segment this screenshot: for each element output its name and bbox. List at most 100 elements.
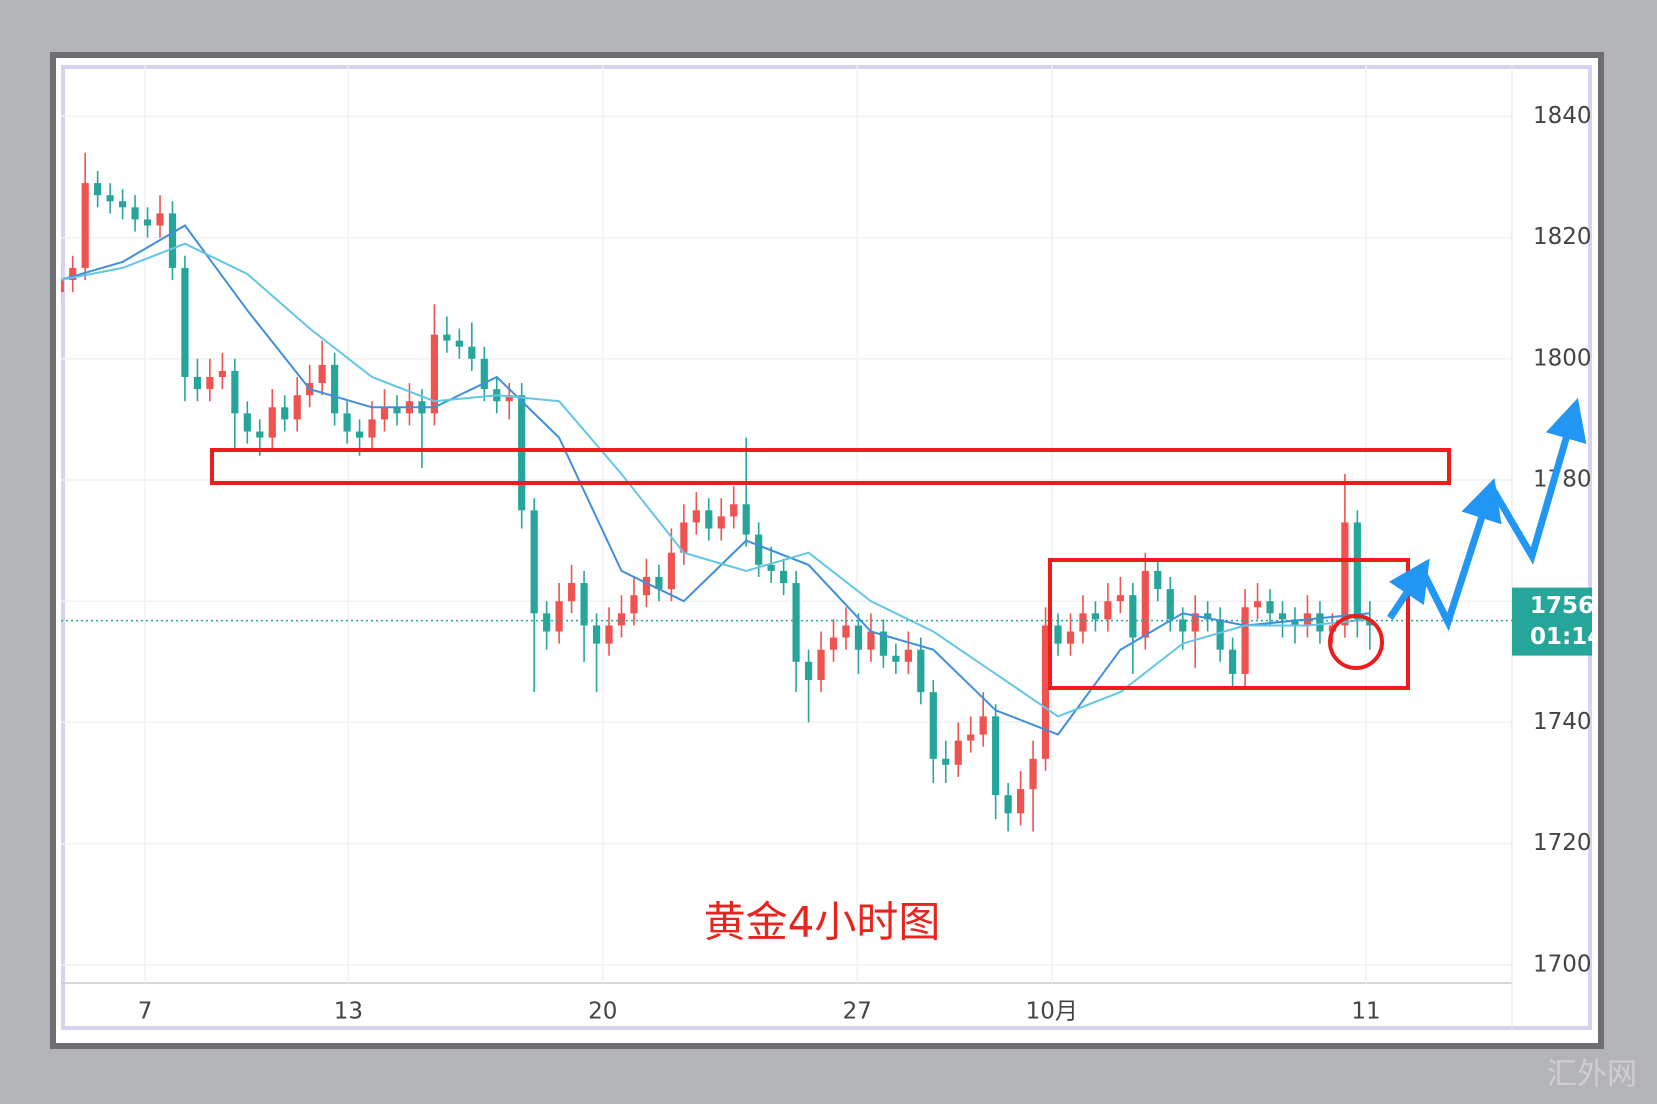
candle-body bbox=[206, 377, 214, 390]
candle-body bbox=[792, 583, 800, 662]
candle-body bbox=[742, 504, 750, 535]
price-axis: 1700.01720.01740.01760.01780.01800.01820… bbox=[1512, 103, 1619, 977]
candle-body bbox=[94, 183, 102, 196]
candle-body bbox=[393, 407, 401, 414]
candle-body bbox=[455, 340, 463, 347]
y-tick-label: 1800.0 bbox=[1533, 345, 1613, 371]
candle-body bbox=[867, 631, 875, 650]
candle-body bbox=[168, 213, 177, 268]
last-price-tag bbox=[1512, 587, 1592, 656]
candle-body bbox=[106, 195, 114, 202]
candle-body bbox=[655, 576, 663, 590]
candle-body bbox=[1341, 522, 1349, 626]
candle-body bbox=[181, 267, 189, 377]
forecast-arrows bbox=[1387, 397, 1587, 632]
y-tick-label: 1840.0 bbox=[1533, 103, 1613, 129]
candle-body bbox=[917, 649, 925, 693]
candle-body bbox=[717, 516, 725, 529]
candle-body bbox=[617, 613, 626, 626]
candle-body bbox=[555, 601, 563, 632]
candle-body bbox=[854, 625, 863, 650]
candle-body bbox=[81, 183, 89, 268]
candle-body bbox=[1241, 607, 1249, 674]
y-tick-label: 1820.0 bbox=[1533, 224, 1613, 250]
candle-body bbox=[680, 522, 688, 553]
grid bbox=[61, 66, 1512, 983]
candle-body bbox=[1179, 619, 1187, 632]
last-price-label: 1756.8 bbox=[1530, 593, 1619, 619]
candle-body bbox=[580, 583, 588, 626]
candle-body bbox=[143, 219, 152, 226]
candle-body bbox=[518, 395, 526, 511]
y-tick-label: 1720.0 bbox=[1533, 830, 1613, 856]
candle-body bbox=[1116, 595, 1124, 602]
chart-annotation: 黄金4小时图 bbox=[704, 898, 941, 947]
candle-body bbox=[61, 280, 64, 293]
candle-body bbox=[318, 364, 326, 384]
candle-body bbox=[293, 395, 301, 420]
candle-body bbox=[630, 595, 638, 614]
candle-body bbox=[730, 504, 738, 517]
candle-body bbox=[1041, 625, 1050, 759]
time-axis: 7 13 20 27 10月 11 bbox=[138, 999, 1381, 1025]
x-tick-label: 7 bbox=[138, 999, 153, 1025]
candle-body bbox=[131, 207, 139, 220]
candle-body bbox=[1129, 595, 1137, 638]
candle-body bbox=[1229, 649, 1237, 674]
candle-body bbox=[380, 407, 389, 420]
watermark: 汇外网 bbox=[1547, 1057, 1637, 1092]
candle-body bbox=[468, 346, 476, 359]
candle-body bbox=[1091, 613, 1100, 620]
candle-body bbox=[1066, 631, 1075, 644]
inner-frame bbox=[61, 65, 1592, 1030]
plot-area bbox=[61, 152, 1512, 832]
candle-body bbox=[904, 649, 912, 662]
candle-body bbox=[193, 377, 202, 390]
candle-body bbox=[842, 625, 850, 638]
candle-body bbox=[505, 395, 513, 402]
candle-body bbox=[543, 613, 551, 632]
candle-body bbox=[1004, 795, 1012, 814]
candle-body bbox=[1029, 758, 1037, 790]
candle-body bbox=[1366, 619, 1374, 626]
candle-body bbox=[892, 655, 900, 662]
x-tick-label: 10月 bbox=[1026, 999, 1078, 1025]
range-box bbox=[1048, 558, 1410, 690]
candle-body bbox=[1204, 613, 1212, 620]
candle-body bbox=[355, 431, 364, 438]
candle-body bbox=[767, 564, 775, 571]
highlight-circle bbox=[1328, 614, 1384, 670]
moving-average bbox=[61, 224, 1370, 736]
candle-body bbox=[1166, 589, 1174, 620]
x-tick-label: 11 bbox=[1351, 999, 1380, 1025]
candle-body bbox=[443, 334, 451, 341]
candle-body bbox=[1154, 570, 1162, 590]
resistance-box bbox=[210, 448, 1451, 485]
candle-body bbox=[755, 534, 763, 565]
candle-body bbox=[817, 649, 825, 680]
candle-body bbox=[642, 576, 651, 596]
candle-body bbox=[69, 267, 77, 281]
candle-body bbox=[667, 552, 675, 590]
candle-body bbox=[1191, 613, 1199, 632]
y-tick-label: 1740.0 bbox=[1533, 709, 1613, 735]
candle-body bbox=[1216, 619, 1224, 650]
candle-body bbox=[929, 692, 937, 759]
countdown-label: 01:14 bbox=[1530, 624, 1603, 650]
candle-body bbox=[530, 510, 538, 614]
candle-body bbox=[942, 758, 950, 765]
candle-body bbox=[281, 407, 289, 420]
candle-body bbox=[331, 364, 339, 414]
candle-body bbox=[592, 625, 601, 644]
candle-body bbox=[829, 637, 838, 650]
candle-body bbox=[156, 213, 164, 226]
candle-body bbox=[430, 334, 439, 414]
candle-body bbox=[1266, 601, 1274, 614]
candle-body bbox=[1141, 570, 1149, 638]
candle-body bbox=[1016, 789, 1025, 814]
candle-body bbox=[480, 358, 488, 390]
x-tick-label: 13 bbox=[334, 999, 363, 1025]
x-tick-label: 27 bbox=[843, 999, 872, 1025]
candle-body bbox=[231, 370, 239, 414]
